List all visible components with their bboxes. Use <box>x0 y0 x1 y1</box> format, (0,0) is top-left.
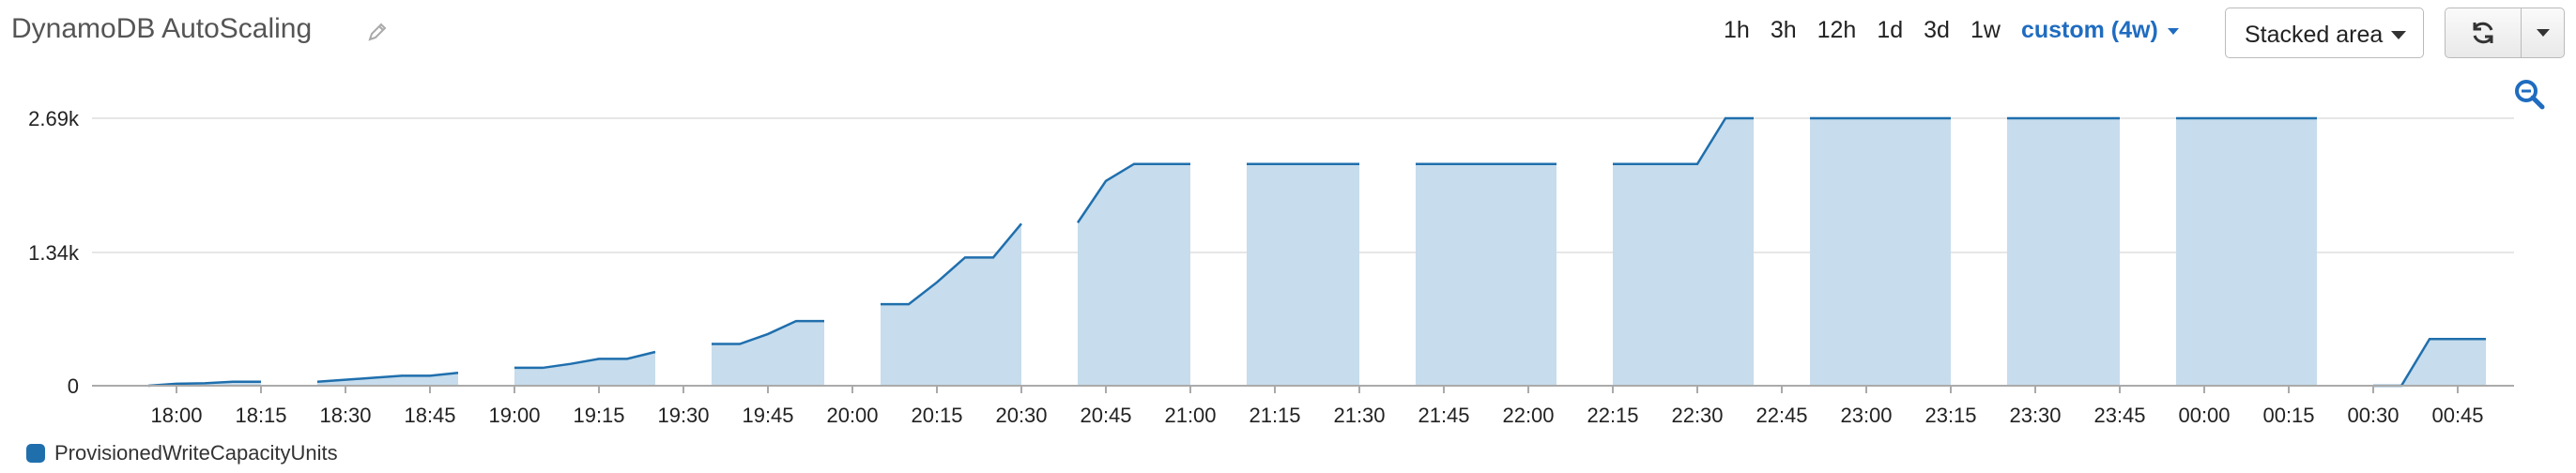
refresh-group <box>2445 8 2565 58</box>
chevron-down-icon <box>2536 29 2550 37</box>
refresh-button[interactable] <box>2446 8 2522 57</box>
time-range-selector: 1h 3h 12h 1d 3d 1w custom (4w) <box>1724 17 2179 44</box>
area-segment <box>712 321 824 386</box>
legend: ProvisionedWriteCapacityUnits <box>26 441 338 465</box>
y-axis: 0 1.34k 2.69k <box>28 107 80 398</box>
x-tick-label: 20:45 <box>1080 404 1131 427</box>
chevron-down-icon <box>2167 27 2179 35</box>
range-12h[interactable]: 12h <box>1817 17 1857 43</box>
chevron-down-icon <box>2391 31 2406 39</box>
series-line <box>316 371 459 384</box>
y-tick-label: 0 <box>68 374 79 398</box>
x-tick-label: 21:00 <box>1164 404 1216 427</box>
area-segment <box>881 223 1021 386</box>
pencil-icon[interactable] <box>366 21 389 43</box>
x-tick-label: 18:15 <box>235 404 286 427</box>
x-tick-label: 18:45 <box>404 404 455 427</box>
area-segment <box>2373 339 2486 386</box>
range-3d[interactable]: 3d <box>1924 17 1950 43</box>
x-tick-label: 21:30 <box>1333 404 1385 427</box>
area-segment <box>1416 163 1556 386</box>
x-tick-label: 00:15 <box>2262 404 2314 427</box>
area-segment <box>2007 118 2120 386</box>
x-tick-label: 19:00 <box>488 404 540 427</box>
area-segment <box>1810 118 1951 386</box>
x-tick-label: 00:00 <box>2178 404 2230 427</box>
x-tick-label: 22:30 <box>1671 404 1723 427</box>
series-line <box>881 222 1022 306</box>
x-tick-label: 21:45 <box>1418 404 1469 427</box>
zoom-out-icon[interactable] <box>2512 77 2546 111</box>
x-tick-label: 19:15 <box>573 404 624 427</box>
area-segment <box>1247 163 1359 386</box>
area-segment <box>514 351 655 386</box>
range-custom-label: custom (4w) <box>2020 17 2158 43</box>
legend-label: ProvisionedWriteCapacityUnits <box>54 441 338 465</box>
y-tick-label: 1.34k <box>28 241 80 265</box>
x-tick-label: 22:45 <box>1756 404 1807 427</box>
range-1h[interactable]: 1h <box>1724 17 1750 43</box>
x-tick-label: 18:00 <box>150 404 202 427</box>
x-tick-label: 19:45 <box>742 404 793 427</box>
x-tick-label: 19:30 <box>657 404 709 427</box>
range-1d[interactable]: 1d <box>1877 17 1904 43</box>
x-tick-label: 23:45 <box>2093 404 2145 427</box>
series-line <box>147 380 261 388</box>
x-tick-label: 23:30 <box>2009 404 2061 427</box>
y-tick-label: 2.69k <box>28 107 80 130</box>
x-tick-label: 21:15 <box>1249 404 1300 427</box>
x-tick-label: 22:00 <box>1502 404 1554 427</box>
chart-type-label: Stacked area <box>2245 22 2384 48</box>
x-tick-label: 00:45 <box>2431 404 2483 427</box>
widget-title: DynamoDB AutoScaling <box>11 13 313 44</box>
series-line <box>1613 116 1754 165</box>
series-line <box>1076 162 1190 223</box>
x-tick-label: 23:00 <box>1840 404 1892 427</box>
x-tick-label: 20:00 <box>826 404 878 427</box>
x-tick-label: 22:15 <box>1587 404 1638 427</box>
series-line <box>712 319 824 345</box>
range-3h[interactable]: 3h <box>1770 17 1797 43</box>
refresh-dropdown[interactable] <box>2522 8 2564 57</box>
x-tick-label: 20:30 <box>995 404 1047 427</box>
x-tick-label: 18:30 <box>319 404 371 427</box>
range-custom[interactable]: custom (4w) <box>2021 17 2179 44</box>
series-provisionedwritecapacityunits <box>147 116 2486 388</box>
legend-swatch <box>26 444 45 463</box>
x-tick-label: 20:15 <box>911 404 962 427</box>
chart-type-select[interactable]: Stacked area <box>2225 8 2424 58</box>
area-segment <box>1613 118 1754 386</box>
area-segment <box>2176 118 2317 386</box>
refresh-icon <box>2473 22 2493 44</box>
x-axis: 18:00 18:15 18:30 18:45 19:00 19:15 19:30 19:45… <box>92 385 2514 427</box>
chart-area: 0 1.34k 2.69k 18:00 18:15 18:30 18:45 19:00 19:… <box>28 107 2514 427</box>
series-line <box>514 350 656 370</box>
x-tick-label: 00:30 <box>2347 404 2399 427</box>
range-1w[interactable]: 1w <box>1970 17 2001 43</box>
area-segment <box>1078 163 1190 386</box>
x-tick-label: 23:15 <box>1924 404 1976 427</box>
